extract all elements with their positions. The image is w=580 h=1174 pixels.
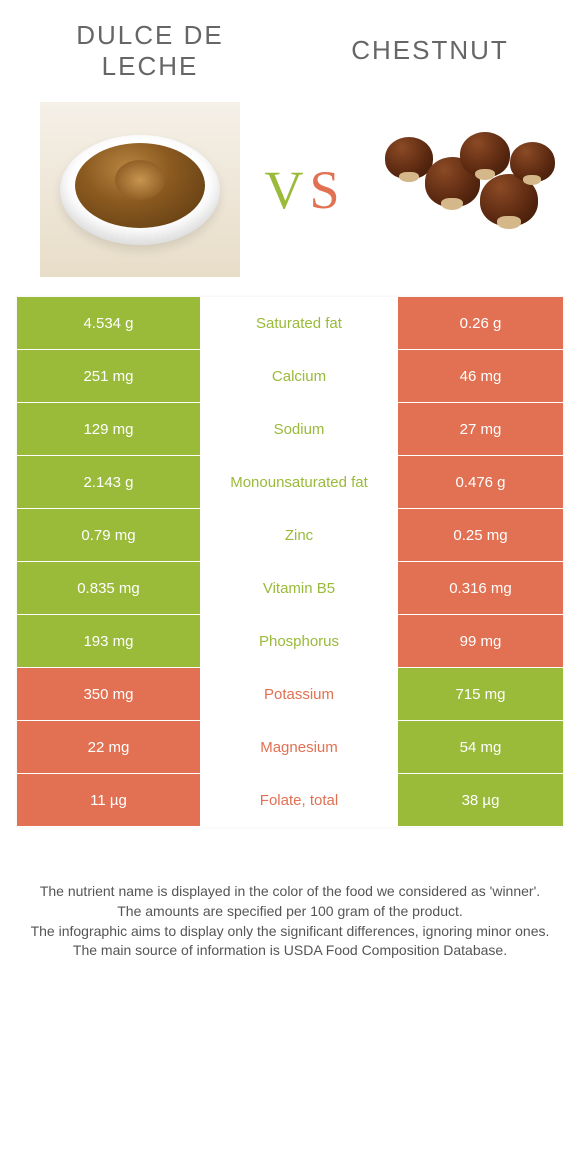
left-value: 193 mg [17, 615, 200, 667]
table-row: 0.835 mg Vitamin B5 0.316 mg [17, 562, 563, 615]
right-value: 0.316 mg [398, 562, 563, 614]
right-value: 715 mg [398, 668, 563, 720]
right-value: 99 mg [398, 615, 563, 667]
nutrient-name: Monounsaturated fat [200, 456, 398, 508]
title-right: Chestnut [330, 20, 530, 82]
nutrient-name: Magnesium [200, 721, 398, 773]
vs-v: V [264, 160, 309, 220]
footer-notes: The nutrient name is displayed in the co… [0, 827, 580, 960]
table-row: 0.79 mg Zinc 0.25 mg [17, 509, 563, 562]
images-row: VS [0, 92, 580, 297]
footer-line: The nutrient name is displayed in the co… [30, 882, 550, 902]
title-left: Dulce de leche [50, 20, 250, 82]
header: Dulce de leche Chestnut [0, 0, 580, 92]
left-value: 4.534 g [17, 297, 200, 349]
footer-line: The main source of information is USDA F… [30, 941, 550, 961]
dulce-image [40, 102, 240, 277]
right-value: 46 mg [398, 350, 563, 402]
footer-line: The infographic aims to display only the… [30, 922, 550, 942]
footer-line: The amounts are specified per 100 gram o… [30, 902, 550, 922]
nutrient-name: Vitamin B5 [200, 562, 398, 614]
nutrient-name: Sodium [200, 403, 398, 455]
table-row: 2.143 g Monounsaturated fat 0.476 g [17, 456, 563, 509]
nutrient-name: Potassium [200, 668, 398, 720]
right-value: 38 µg [398, 774, 563, 826]
right-value: 0.25 mg [398, 509, 563, 561]
chestnut-image [370, 102, 560, 277]
vs-s: S [309, 160, 345, 220]
left-value: 2.143 g [17, 456, 200, 508]
table-row: 22 mg Magnesium 54 mg [17, 721, 563, 774]
left-value: 0.79 mg [17, 509, 200, 561]
table-row: 11 µg Folate, total 38 µg [17, 774, 563, 827]
left-value: 350 mg [17, 668, 200, 720]
nutrient-name: Calcium [200, 350, 398, 402]
left-value: 129 mg [17, 403, 200, 455]
nutrient-name: Phosphorus [200, 615, 398, 667]
left-value: 22 mg [17, 721, 200, 773]
table-row: 251 mg Calcium 46 mg [17, 350, 563, 403]
left-value: 251 mg [17, 350, 200, 402]
nutrient-name: Zinc [200, 509, 398, 561]
nutrient-table: 4.534 g Saturated fat 0.26 g 251 mg Calc… [17, 297, 563, 827]
table-row: 193 mg Phosphorus 99 mg [17, 615, 563, 668]
table-row: 4.534 g Saturated fat 0.26 g [17, 297, 563, 350]
right-value: 27 mg [398, 403, 563, 455]
right-value: 54 mg [398, 721, 563, 773]
nutrient-name: Saturated fat [200, 297, 398, 349]
right-value: 0.476 g [398, 456, 563, 508]
vs-badge: VS [259, 159, 350, 221]
left-value: 0.835 mg [17, 562, 200, 614]
nutrient-name: Folate, total [200, 774, 398, 826]
right-value: 0.26 g [398, 297, 563, 349]
bowl-icon [60, 135, 220, 245]
left-value: 11 µg [17, 774, 200, 826]
table-row: 129 mg Sodium 27 mg [17, 403, 563, 456]
table-row: 350 mg Potassium 715 mg [17, 668, 563, 721]
